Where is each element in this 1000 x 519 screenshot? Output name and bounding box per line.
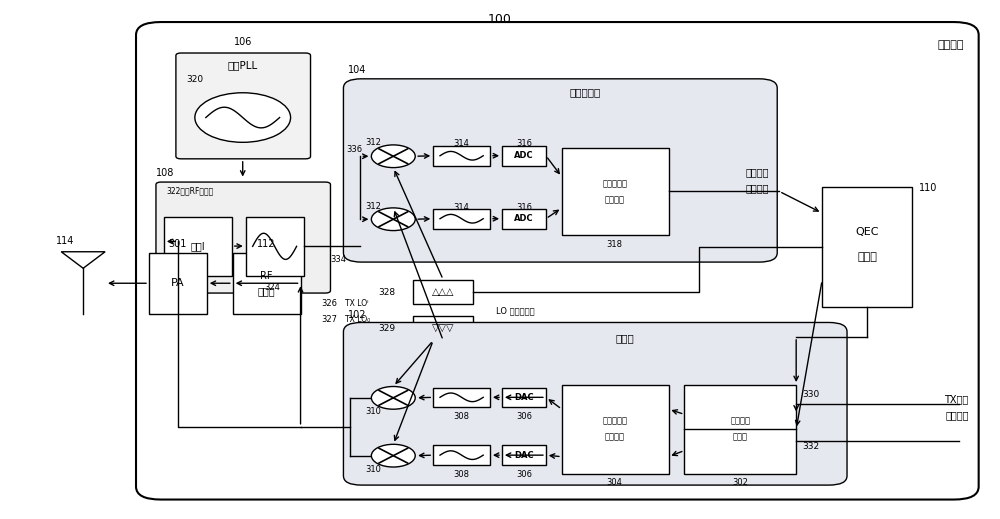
Bar: [502, 388, 546, 407]
Text: 328: 328: [378, 288, 395, 296]
Text: 开关I: 开关I: [191, 241, 205, 252]
Text: 302: 302: [732, 478, 748, 487]
Text: DAC: DAC: [514, 393, 534, 402]
Bar: [413, 316, 473, 340]
Text: 308: 308: [453, 470, 469, 479]
Bar: [822, 187, 912, 307]
Text: 100: 100: [488, 13, 512, 26]
Text: 发射器: 发射器: [615, 333, 634, 343]
Text: QEC: QEC: [855, 227, 879, 237]
Text: 112: 112: [257, 239, 276, 249]
Text: 104: 104: [348, 65, 367, 75]
Text: DAC: DAC: [514, 450, 534, 460]
Text: 314: 314: [453, 203, 469, 212]
Bar: [502, 209, 546, 228]
Bar: [433, 445, 490, 465]
Text: 复合数字: 复合数字: [730, 416, 750, 425]
Text: 334: 334: [330, 255, 346, 264]
Text: 306: 306: [516, 412, 532, 421]
Text: TX LO₀: TX LO₀: [345, 316, 371, 324]
Circle shape: [371, 444, 415, 467]
Text: ADC: ADC: [514, 151, 534, 160]
Text: ▽▽▽: ▽▽▽: [432, 323, 454, 333]
Bar: [502, 146, 546, 166]
FancyBboxPatch shape: [156, 182, 330, 293]
FancyBboxPatch shape: [343, 79, 777, 262]
Text: 310: 310: [365, 407, 381, 416]
Bar: [684, 385, 796, 474]
Text: 336: 336: [346, 144, 362, 154]
FancyBboxPatch shape: [343, 322, 847, 485]
Text: 332: 332: [802, 442, 819, 451]
Bar: [233, 253, 301, 313]
Text: 108: 108: [156, 168, 174, 178]
Circle shape: [371, 208, 415, 230]
Circle shape: [195, 93, 291, 142]
Text: 输入信号: 输入信号: [945, 411, 969, 420]
Text: 318: 318: [607, 240, 623, 249]
Circle shape: [371, 145, 415, 168]
Text: 310: 310: [365, 465, 381, 474]
Text: 316: 316: [516, 203, 532, 212]
Text: 329: 329: [378, 324, 395, 333]
Text: 330: 330: [802, 390, 819, 399]
Text: 102: 102: [348, 310, 367, 320]
Bar: [149, 253, 207, 313]
Text: 106: 106: [234, 37, 252, 47]
Text: 和内插器: 和内插器: [605, 432, 625, 442]
Text: 301: 301: [169, 239, 187, 249]
Text: 114: 114: [56, 236, 74, 245]
Text: 输入信号: 输入信号: [746, 183, 769, 193]
Text: 数字滤波器: 数字滤波器: [602, 416, 627, 425]
Bar: [164, 216, 232, 276]
FancyBboxPatch shape: [176, 53, 311, 159]
Text: 304: 304: [607, 478, 623, 487]
Text: 回送接收器: 回送接收器: [569, 87, 600, 97]
Text: 306: 306: [516, 470, 532, 479]
Text: 控制器: 控制器: [857, 252, 877, 262]
FancyBboxPatch shape: [136, 22, 979, 500]
Text: 110: 110: [919, 183, 937, 193]
Text: 326: 326: [321, 299, 337, 308]
Bar: [562, 385, 669, 474]
Bar: [502, 445, 546, 465]
Text: LO 延迟调谐器: LO 延迟调谐器: [496, 307, 534, 316]
Text: TX数字: TX数字: [944, 394, 969, 404]
Text: 308: 308: [453, 412, 469, 421]
Text: 312: 312: [365, 139, 381, 147]
Text: 和抄取器: 和抄取器: [605, 196, 625, 204]
Text: 327: 327: [321, 316, 337, 324]
Bar: [413, 280, 473, 305]
Text: RF: RF: [260, 271, 273, 281]
Bar: [246, 216, 304, 276]
Text: 传输模块: 传输模块: [937, 40, 964, 50]
Text: 320: 320: [186, 75, 203, 85]
Bar: [562, 148, 669, 235]
Text: 312: 312: [365, 202, 381, 211]
Bar: [433, 146, 490, 166]
Text: 314: 314: [453, 140, 469, 148]
Text: 过滤器: 过滤器: [258, 286, 275, 296]
Text: 回送数据: 回送数据: [746, 167, 769, 177]
Text: ADC: ADC: [514, 214, 534, 223]
Text: 数字过滤器: 数字过滤器: [602, 179, 627, 188]
Bar: [433, 209, 490, 228]
Text: 滤波器: 滤波器: [733, 432, 748, 442]
Text: 校准PLL: 校准PLL: [228, 60, 258, 70]
Text: PA: PA: [171, 278, 185, 288]
Bar: [433, 388, 490, 407]
Text: TX LOᴵ: TX LOᴵ: [345, 299, 369, 308]
Text: 322回送RF过滤器: 322回送RF过滤器: [166, 187, 213, 196]
Text: 324: 324: [265, 283, 281, 292]
Text: 316: 316: [516, 140, 532, 148]
Text: △△△: △△△: [432, 287, 454, 297]
Circle shape: [371, 387, 415, 409]
